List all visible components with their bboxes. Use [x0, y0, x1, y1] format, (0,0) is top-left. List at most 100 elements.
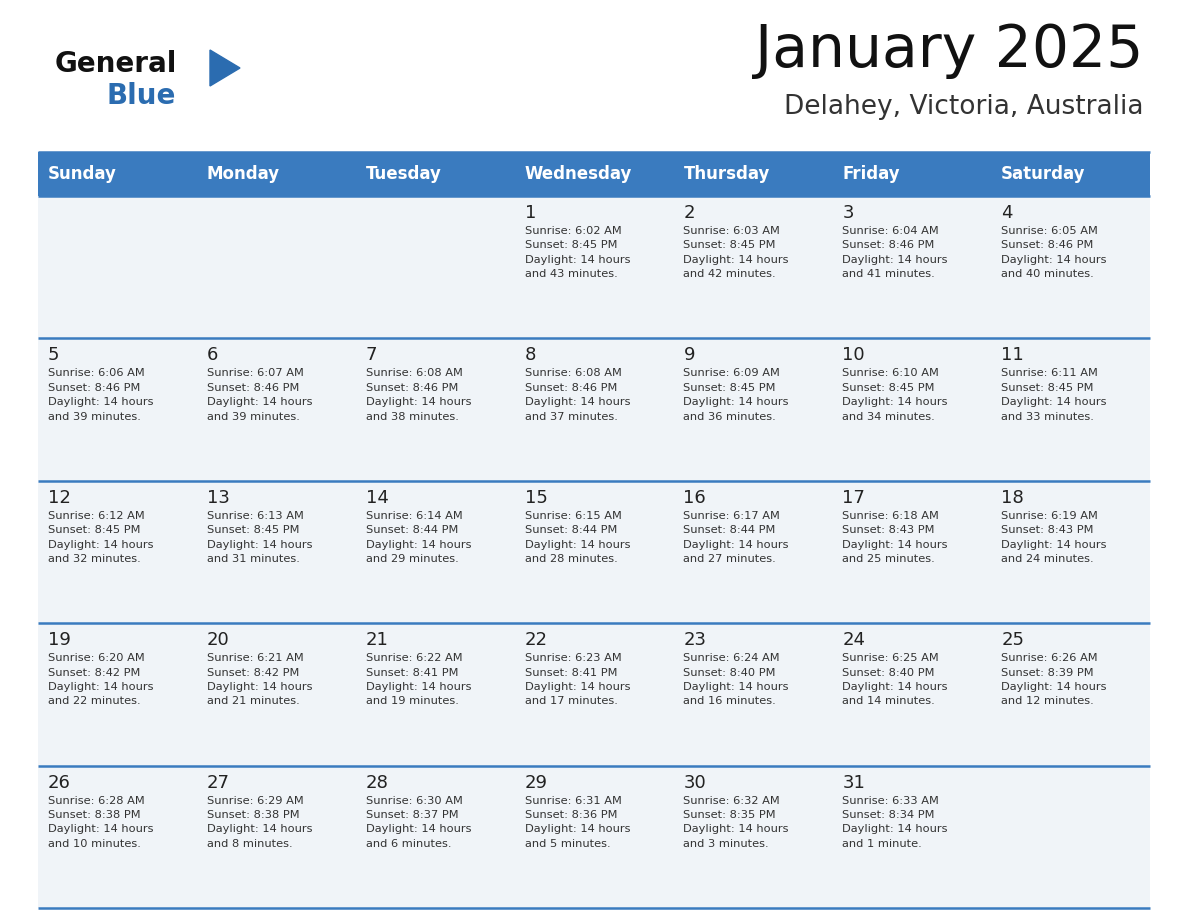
Text: Sunrise: 6:07 AM
Sunset: 8:46 PM
Daylight: 14 hours
and 39 minutes.: Sunrise: 6:07 AM Sunset: 8:46 PM Dayligh…	[207, 368, 312, 421]
Text: January 2025: January 2025	[754, 22, 1143, 79]
Text: Sunrise: 6:18 AM
Sunset: 8:43 PM
Daylight: 14 hours
and 25 minutes.: Sunrise: 6:18 AM Sunset: 8:43 PM Dayligh…	[842, 510, 948, 564]
Text: Sunrise: 6:31 AM
Sunset: 8:36 PM
Daylight: 14 hours
and 5 minutes.: Sunrise: 6:31 AM Sunset: 8:36 PM Dayligh…	[525, 796, 630, 849]
Text: 18: 18	[1001, 488, 1024, 507]
Text: 21: 21	[366, 632, 388, 649]
Text: Sunrise: 6:10 AM
Sunset: 8:45 PM
Daylight: 14 hours
and 34 minutes.: Sunrise: 6:10 AM Sunset: 8:45 PM Dayligh…	[842, 368, 948, 421]
Text: Sunrise: 6:15 AM
Sunset: 8:44 PM
Daylight: 14 hours
and 28 minutes.: Sunrise: 6:15 AM Sunset: 8:44 PM Dayligh…	[525, 510, 630, 564]
Bar	[674, 339, 833, 481]
Text: Sunrise: 6:17 AM
Sunset: 8:44 PM
Daylight: 14 hours
and 27 minutes.: Sunrise: 6:17 AM Sunset: 8:44 PM Dayligh…	[683, 510, 789, 564]
Bar	[197, 623, 355, 766]
Bar	[674, 766, 833, 908]
Text: 4: 4	[1001, 204, 1012, 222]
Text: 20: 20	[207, 632, 229, 649]
Text: 17: 17	[842, 488, 865, 507]
Text: Sunrise: 6:23 AM
Sunset: 8:41 PM
Daylight: 14 hours
and 17 minutes.: Sunrise: 6:23 AM Sunset: 8:41 PM Dayligh…	[525, 654, 630, 706]
Bar	[38, 339, 197, 481]
Text: 23: 23	[683, 632, 707, 649]
Text: 6: 6	[207, 346, 219, 364]
Text: Sunrise: 6:24 AM
Sunset: 8:40 PM
Daylight: 14 hours
and 16 minutes.: Sunrise: 6:24 AM Sunset: 8:40 PM Dayligh…	[683, 654, 789, 706]
Text: Sunrise: 6:02 AM
Sunset: 8:45 PM
Daylight: 14 hours
and 43 minutes.: Sunrise: 6:02 AM Sunset: 8:45 PM Dayligh…	[525, 226, 630, 279]
Text: Sunrise: 6:19 AM
Sunset: 8:43 PM
Daylight: 14 hours
and 24 minutes.: Sunrise: 6:19 AM Sunset: 8:43 PM Dayligh…	[1001, 510, 1107, 564]
Text: Sunrise: 6:29 AM
Sunset: 8:38 PM
Daylight: 14 hours
and 8 minutes.: Sunrise: 6:29 AM Sunset: 8:38 PM Dayligh…	[207, 796, 312, 849]
Bar	[833, 623, 991, 766]
Text: Tuesday: Tuesday	[366, 165, 442, 183]
Bar	[38, 623, 197, 766]
Bar	[514, 152, 674, 196]
Text: 13: 13	[207, 488, 229, 507]
Bar	[197, 481, 355, 623]
Bar	[991, 481, 1150, 623]
Text: Saturday: Saturday	[1001, 165, 1086, 183]
Bar	[991, 623, 1150, 766]
Text: 15: 15	[525, 488, 548, 507]
Text: Sunrise: 6:12 AM
Sunset: 8:45 PM
Daylight: 14 hours
and 32 minutes.: Sunrise: 6:12 AM Sunset: 8:45 PM Dayligh…	[48, 510, 153, 564]
Text: Friday: Friday	[842, 165, 901, 183]
Text: Sunrise: 6:05 AM
Sunset: 8:46 PM
Daylight: 14 hours
and 40 minutes.: Sunrise: 6:05 AM Sunset: 8:46 PM Dayligh…	[1001, 226, 1107, 279]
Bar	[514, 623, 674, 766]
Text: 31: 31	[842, 774, 865, 791]
Text: Sunrise: 6:03 AM
Sunset: 8:45 PM
Daylight: 14 hours
and 42 minutes.: Sunrise: 6:03 AM Sunset: 8:45 PM Dayligh…	[683, 226, 789, 279]
Text: 27: 27	[207, 774, 229, 791]
Text: Sunrise: 6:20 AM
Sunset: 8:42 PM
Daylight: 14 hours
and 22 minutes.: Sunrise: 6:20 AM Sunset: 8:42 PM Dayligh…	[48, 654, 153, 706]
Text: Sunrise: 6:32 AM
Sunset: 8:35 PM
Daylight: 14 hours
and 3 minutes.: Sunrise: 6:32 AM Sunset: 8:35 PM Dayligh…	[683, 796, 789, 849]
Text: 29: 29	[525, 774, 548, 791]
Text: 14: 14	[366, 488, 388, 507]
Bar	[991, 766, 1150, 908]
Bar	[991, 196, 1150, 339]
Text: Sunrise: 6:11 AM
Sunset: 8:45 PM
Daylight: 14 hours
and 33 minutes.: Sunrise: 6:11 AM Sunset: 8:45 PM Dayligh…	[1001, 368, 1107, 421]
Bar	[355, 152, 514, 196]
Text: 16: 16	[683, 488, 706, 507]
Bar	[991, 152, 1150, 196]
Text: Sunrise: 6:26 AM
Sunset: 8:39 PM
Daylight: 14 hours
and 12 minutes.: Sunrise: 6:26 AM Sunset: 8:39 PM Dayligh…	[1001, 654, 1107, 706]
Polygon shape	[210, 50, 240, 86]
Text: 26: 26	[48, 774, 71, 791]
Text: Sunday: Sunday	[48, 165, 116, 183]
Text: Sunrise: 6:22 AM
Sunset: 8:41 PM
Daylight: 14 hours
and 19 minutes.: Sunrise: 6:22 AM Sunset: 8:41 PM Dayligh…	[366, 654, 472, 706]
Text: 5: 5	[48, 346, 59, 364]
Bar	[355, 623, 514, 766]
Text: Thursday: Thursday	[683, 165, 770, 183]
Text: 3: 3	[842, 204, 854, 222]
Text: Wednesday: Wednesday	[525, 165, 632, 183]
Text: 1: 1	[525, 204, 536, 222]
Bar	[38, 196, 197, 339]
Bar	[197, 339, 355, 481]
Bar	[197, 196, 355, 339]
Text: Sunrise: 6:30 AM
Sunset: 8:37 PM
Daylight: 14 hours
and 6 minutes.: Sunrise: 6:30 AM Sunset: 8:37 PM Dayligh…	[366, 796, 472, 849]
Text: 9: 9	[683, 346, 695, 364]
Bar	[355, 766, 514, 908]
Text: 28: 28	[366, 774, 388, 791]
Text: 22: 22	[525, 632, 548, 649]
Text: Sunrise: 6:13 AM
Sunset: 8:45 PM
Daylight: 14 hours
and 31 minutes.: Sunrise: 6:13 AM Sunset: 8:45 PM Dayligh…	[207, 510, 312, 564]
Text: 11: 11	[1001, 346, 1024, 364]
Text: 8: 8	[525, 346, 536, 364]
Text: Sunrise: 6:08 AM
Sunset: 8:46 PM
Daylight: 14 hours
and 37 minutes.: Sunrise: 6:08 AM Sunset: 8:46 PM Dayligh…	[525, 368, 630, 421]
Bar	[674, 152, 833, 196]
Bar	[674, 196, 833, 339]
Bar	[514, 196, 674, 339]
Bar	[514, 766, 674, 908]
Text: Monday: Monday	[207, 165, 280, 183]
Text: Blue: Blue	[107, 82, 176, 110]
Bar	[833, 196, 991, 339]
Bar	[833, 152, 991, 196]
Text: Sunrise: 6:09 AM
Sunset: 8:45 PM
Daylight: 14 hours
and 36 minutes.: Sunrise: 6:09 AM Sunset: 8:45 PM Dayligh…	[683, 368, 789, 421]
Bar	[355, 196, 514, 339]
Bar	[833, 481, 991, 623]
Bar	[674, 623, 833, 766]
Text: 24: 24	[842, 632, 865, 649]
Text: 19: 19	[48, 632, 71, 649]
Text: 2: 2	[683, 204, 695, 222]
Bar	[38, 152, 197, 196]
Text: Sunrise: 6:14 AM
Sunset: 8:44 PM
Daylight: 14 hours
and 29 minutes.: Sunrise: 6:14 AM Sunset: 8:44 PM Dayligh…	[366, 510, 472, 564]
Bar	[197, 766, 355, 908]
Bar	[38, 766, 197, 908]
Text: 25: 25	[1001, 632, 1024, 649]
Text: 7: 7	[366, 346, 378, 364]
Text: Sunrise: 6:21 AM
Sunset: 8:42 PM
Daylight: 14 hours
and 21 minutes.: Sunrise: 6:21 AM Sunset: 8:42 PM Dayligh…	[207, 654, 312, 706]
Bar	[38, 481, 197, 623]
Text: Sunrise: 6:28 AM
Sunset: 8:38 PM
Daylight: 14 hours
and 10 minutes.: Sunrise: 6:28 AM Sunset: 8:38 PM Dayligh…	[48, 796, 153, 849]
Text: Sunrise: 6:33 AM
Sunset: 8:34 PM
Daylight: 14 hours
and 1 minute.: Sunrise: 6:33 AM Sunset: 8:34 PM Dayligh…	[842, 796, 948, 849]
Text: 12: 12	[48, 488, 71, 507]
Bar	[833, 766, 991, 908]
